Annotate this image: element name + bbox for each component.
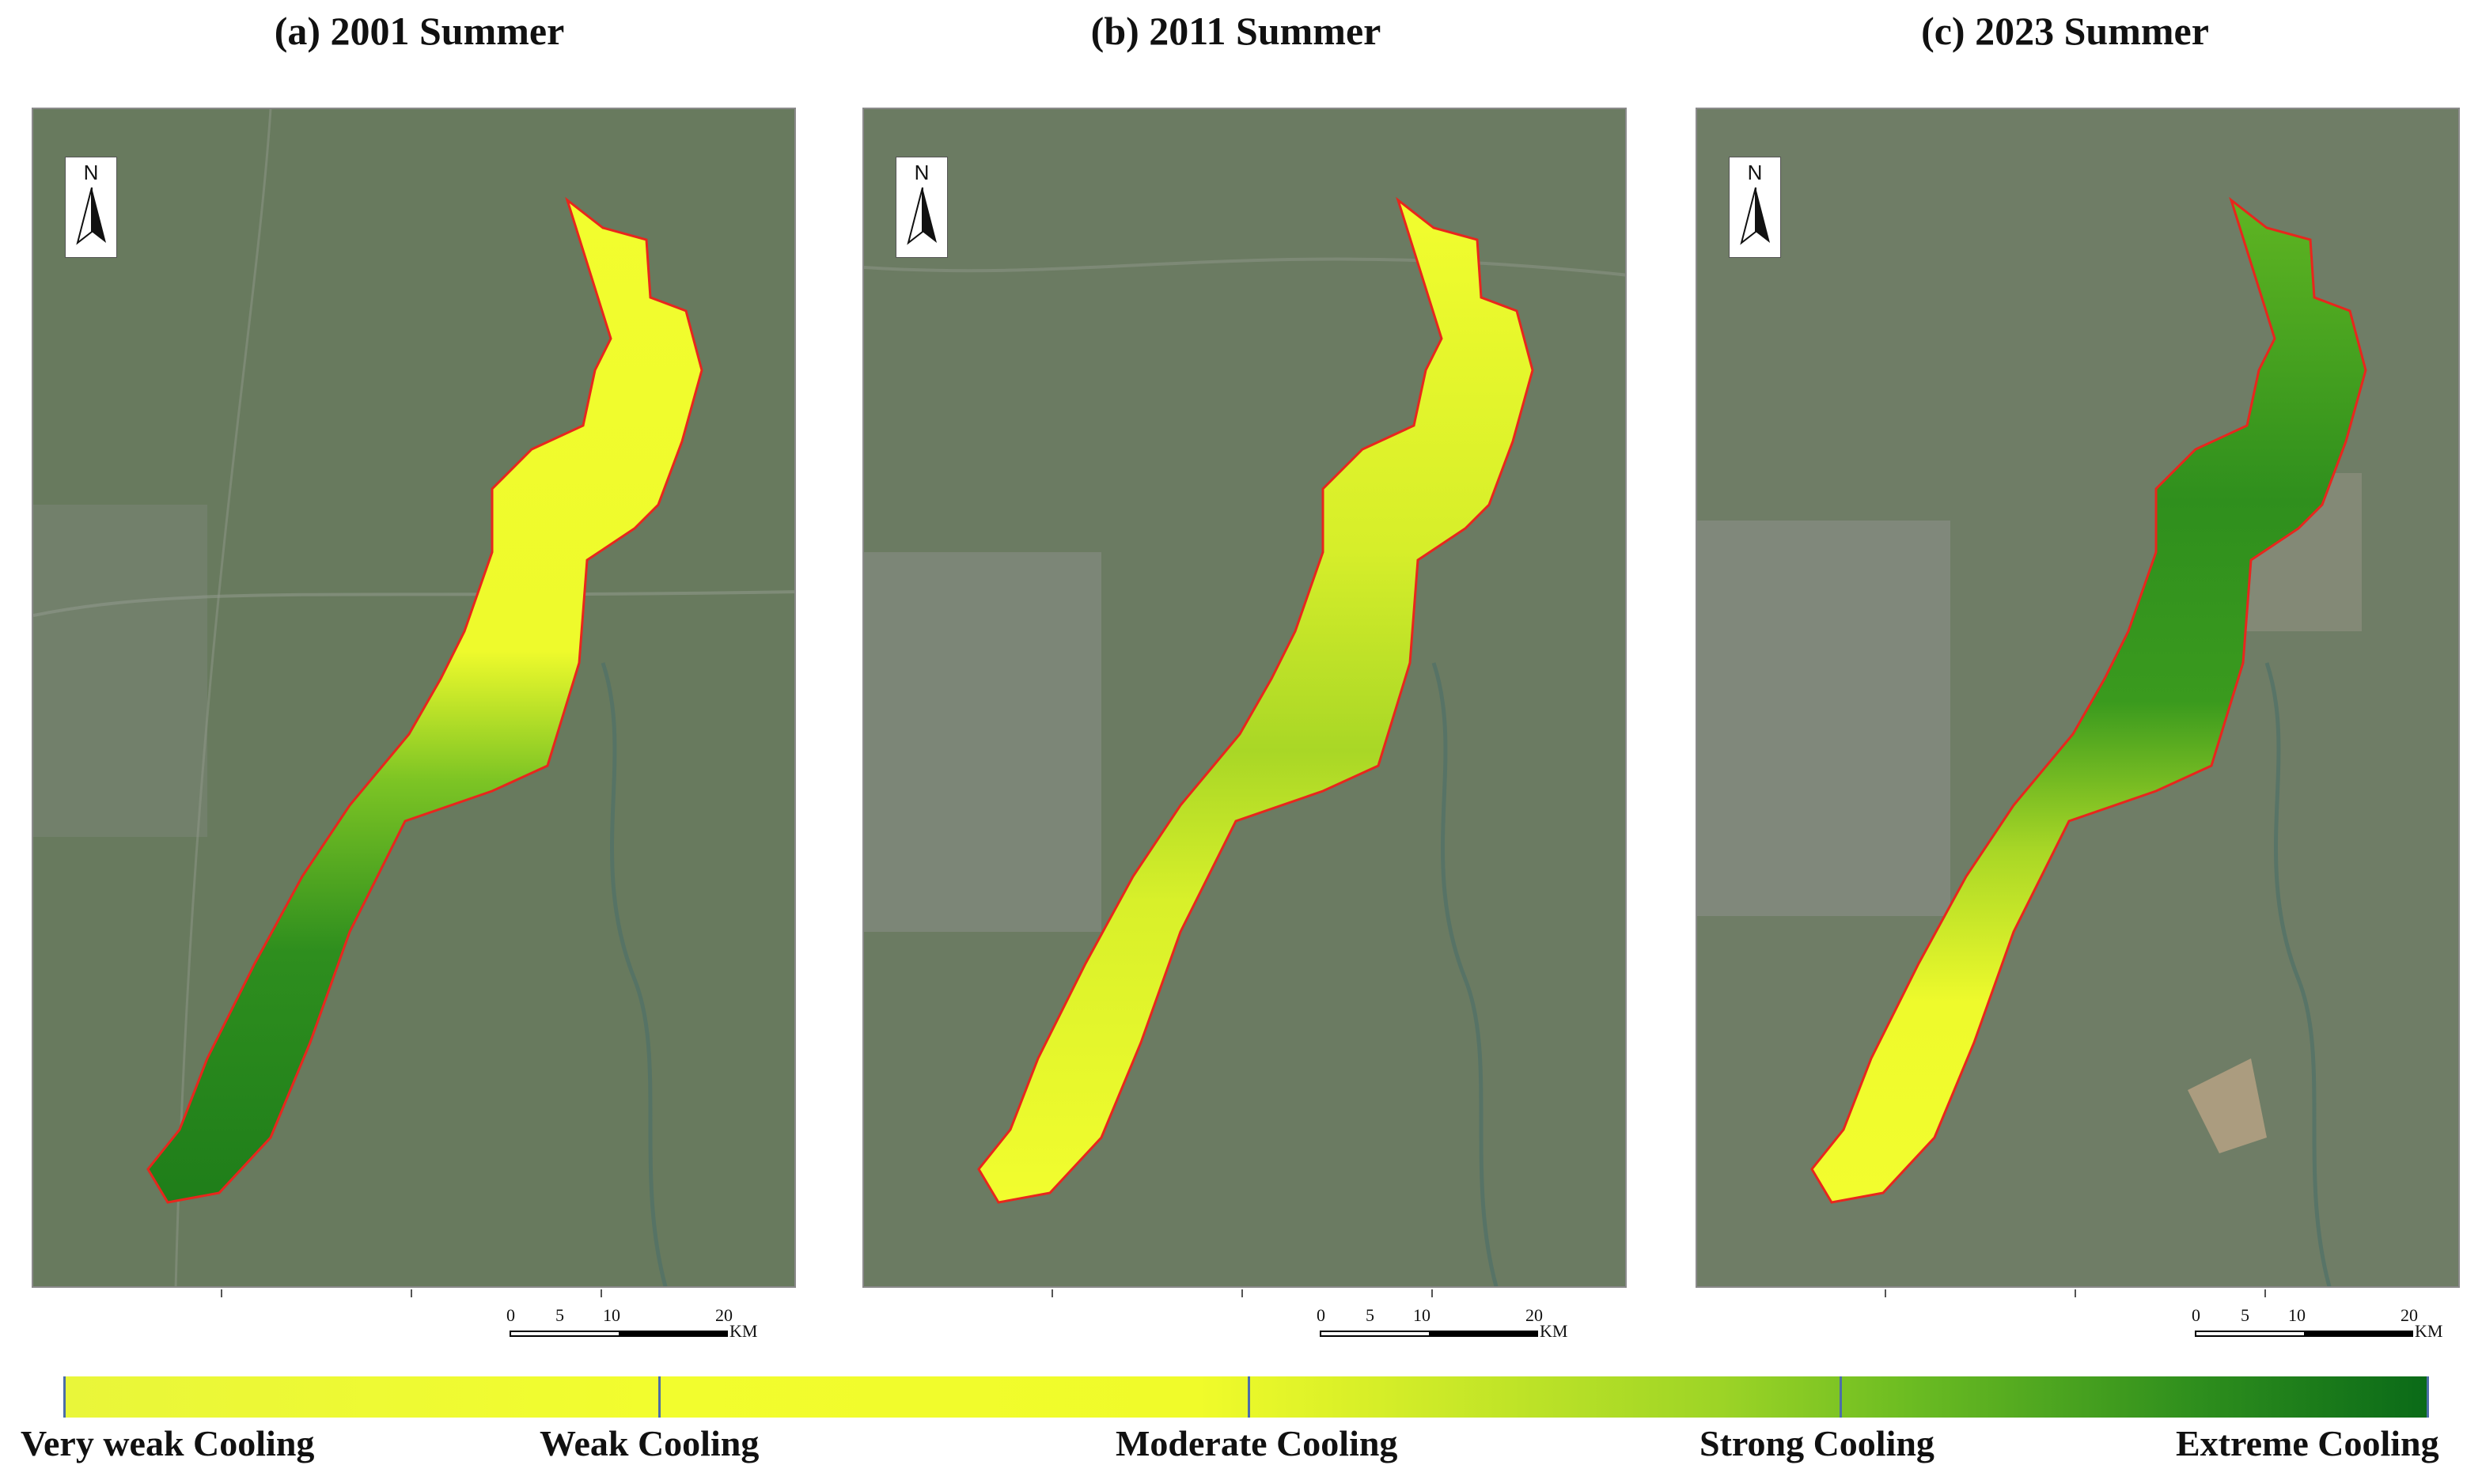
scale-label-20: 20: [1525, 1305, 1543, 1325]
road: [33, 590, 794, 617]
urban-area: [864, 552, 1101, 932]
legend-label-strong: Strong Cooling: [1700, 1423, 1934, 1463]
scale-label-5: 5: [555, 1305, 564, 1325]
scale-bar-a: 0 5 10 20 KM: [506, 1305, 767, 1353]
scale-bar-segment: [1320, 1331, 1430, 1337]
map-canvas-2001: [33, 109, 794, 1286]
scale-bar-c: 0 5 10 20 KM: [2192, 1305, 2453, 1353]
scale-unit: KM: [729, 1321, 758, 1341]
scale-label-20: 20: [715, 1305, 733, 1325]
scale-bar-segment: [2195, 1331, 2306, 1337]
north-letter-a: N: [83, 161, 99, 184]
scale-bar-b: 0 5 10 20 KM: [1317, 1305, 1578, 1353]
scale-bar-segment: [619, 1331, 728, 1337]
north-arrow-c: N: [1729, 157, 1781, 258]
cooling-area-2023: [1810, 196, 2367, 1204]
panel-title-b: (b) 2011 Summer: [1090, 9, 1381, 53]
north-arrow-icon: [76, 187, 106, 245]
legend-tick: [1248, 1376, 1250, 1418]
road: [174, 109, 272, 1286]
north-arrow-icon: [1740, 187, 1770, 245]
river: [1431, 662, 1499, 1286]
development-site: [2188, 1058, 2267, 1153]
legend-tick: [1840, 1376, 1842, 1418]
map-canvas-2023: [1697, 109, 2458, 1286]
panel-title-a: (a) 2001 Summer: [274, 9, 565, 53]
scale-label-0: 0: [2192, 1305, 2200, 1325]
scale-unit: KM: [1540, 1321, 1568, 1341]
north-arrow-icon: [907, 187, 937, 245]
legend-label-moderate: Moderate Cooling: [1116, 1423, 1398, 1463]
north-arrow-b: N: [896, 157, 948, 258]
scale-label-0: 0: [1317, 1305, 1325, 1325]
urban-area: [33, 505, 207, 837]
scale-bar-segment: [2304, 1331, 2413, 1337]
scale-unit: KM: [2415, 1321, 2443, 1341]
legend-tick: [63, 1376, 66, 1418]
scale-label-10: 10: [603, 1305, 620, 1325]
scale-label-20: 20: [2401, 1305, 2418, 1325]
legend-color-ramp: [63, 1376, 2429, 1418]
map-panel-2023: N: [1696, 108, 2460, 1288]
river: [601, 662, 668, 1286]
legend-label-very-weak: Very weak Cooling: [21, 1423, 315, 1463]
legend-label-weak: Weak Cooling: [540, 1423, 760, 1463]
cooling-area-2011: [977, 196, 1534, 1204]
scale-label-10: 10: [2288, 1305, 2306, 1325]
legend-tick: [658, 1376, 661, 1418]
north-letter-b: N: [914, 161, 930, 184]
river: [2264, 662, 2332, 1286]
legend-tick: [2427, 1376, 2429, 1418]
map-canvas-2011: [864, 109, 1625, 1286]
scale-label-5: 5: [2241, 1305, 2249, 1325]
panel-title-c: (c) 2023 Summer: [1921, 9, 2209, 53]
frame-ticks-b: [1052, 1289, 1433, 1297]
scale-label-5: 5: [1366, 1305, 1374, 1325]
legend-label-extreme: Extreme Cooling: [2176, 1423, 2439, 1463]
map-panel-2001: N: [32, 108, 796, 1288]
scale-label-0: 0: [506, 1305, 515, 1325]
north-letter-c: N: [1747, 161, 1763, 184]
scale-bar-segment: [1429, 1331, 1538, 1337]
north-arrow-a: N: [65, 157, 117, 258]
map-panel-2011: N: [862, 108, 1627, 1288]
frame-ticks-c: [1885, 1289, 2266, 1297]
scale-label-10: 10: [1413, 1305, 1430, 1325]
frame-ticks-a: [221, 1289, 602, 1297]
urban-area: [1697, 521, 1950, 916]
cooling-legend: [63, 1376, 2429, 1418]
cooling-area-2001: [146, 196, 703, 1204]
scale-bar-segment: [510, 1331, 620, 1337]
